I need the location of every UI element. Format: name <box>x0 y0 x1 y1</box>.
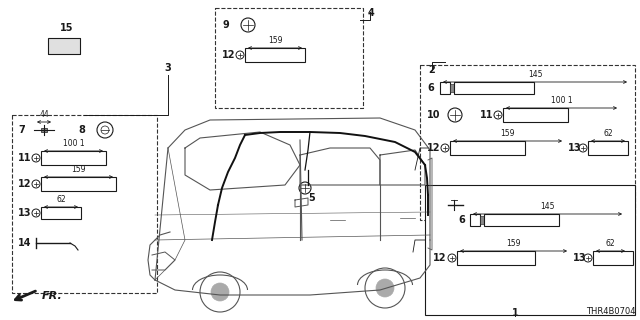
Text: 159: 159 <box>268 36 282 45</box>
Text: 62: 62 <box>603 129 613 138</box>
Text: THR4B0704: THR4B0704 <box>586 307 636 316</box>
Text: 7: 7 <box>18 125 25 135</box>
Text: 159: 159 <box>71 165 86 174</box>
Text: 1: 1 <box>511 308 518 318</box>
Bar <box>454 82 534 94</box>
Text: 12: 12 <box>427 143 440 153</box>
Text: 12: 12 <box>433 253 447 263</box>
Text: 62: 62 <box>605 239 615 248</box>
Text: 3: 3 <box>164 63 172 73</box>
Bar <box>41 177 116 191</box>
Text: 12: 12 <box>222 50 236 60</box>
Text: 2: 2 <box>428 65 435 75</box>
Bar <box>420 65 635 220</box>
Text: 10: 10 <box>427 110 440 120</box>
Bar <box>503 108 568 122</box>
Text: 145: 145 <box>540 202 555 211</box>
Bar <box>480 216 484 224</box>
Bar <box>457 251 535 265</box>
Bar <box>450 84 454 92</box>
Bar <box>425 185 635 315</box>
Text: 159: 159 <box>500 129 515 138</box>
Text: 100 1: 100 1 <box>550 96 572 105</box>
Text: 4: 4 <box>368 8 375 18</box>
Circle shape <box>211 283 229 301</box>
Text: 13: 13 <box>573 253 586 263</box>
Bar <box>245 48 305 62</box>
Text: 11: 11 <box>18 153 31 163</box>
Text: 11: 11 <box>480 110 493 120</box>
Text: 6: 6 <box>458 215 465 225</box>
Text: 14: 14 <box>18 238 31 248</box>
Bar <box>41 128 47 132</box>
Bar <box>440 82 450 94</box>
Bar <box>470 214 480 226</box>
Bar <box>593 251 633 265</box>
Bar <box>41 151 106 165</box>
Text: 15: 15 <box>60 23 74 33</box>
Bar <box>48 38 80 54</box>
Text: 62: 62 <box>56 195 66 204</box>
Bar <box>41 207 81 219</box>
Text: 12: 12 <box>18 179 31 189</box>
Text: 100 1: 100 1 <box>63 139 84 148</box>
Circle shape <box>376 279 394 297</box>
Text: 13: 13 <box>568 143 582 153</box>
Bar <box>215 8 363 108</box>
Text: 6: 6 <box>427 83 434 93</box>
Text: FR.: FR. <box>42 291 63 301</box>
Text: 159: 159 <box>506 239 521 248</box>
Bar <box>12 115 157 293</box>
Text: 9: 9 <box>222 20 228 30</box>
Text: 8: 8 <box>78 125 85 135</box>
Bar <box>450 141 525 155</box>
Bar <box>588 141 628 155</box>
Bar <box>484 214 559 226</box>
Text: 145: 145 <box>528 70 542 79</box>
Text: 13: 13 <box>18 208 31 218</box>
Text: 5: 5 <box>308 193 315 203</box>
Text: 44: 44 <box>39 110 49 119</box>
